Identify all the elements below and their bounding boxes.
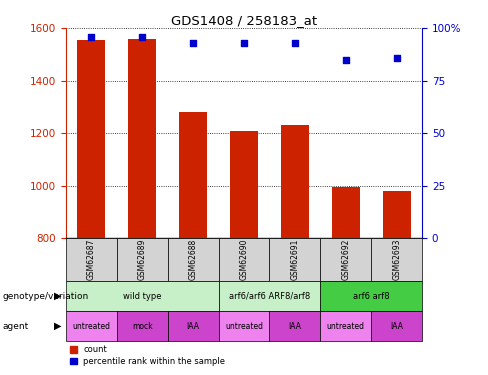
Text: GSM62688: GSM62688	[188, 239, 198, 280]
FancyBboxPatch shape	[269, 238, 320, 281]
Legend: count, percentile rank within the sample: count, percentile rank within the sample	[70, 345, 225, 366]
Text: IAA: IAA	[186, 322, 200, 331]
Text: GSM62691: GSM62691	[290, 239, 300, 280]
Text: genotype/variation: genotype/variation	[2, 292, 89, 301]
Title: GDS1408 / 258183_at: GDS1408 / 258183_at	[171, 14, 317, 27]
FancyBboxPatch shape	[219, 311, 269, 341]
Point	[240, 40, 248, 46]
FancyBboxPatch shape	[117, 311, 168, 341]
Point	[342, 57, 350, 63]
Text: arf6 arf8: arf6 arf8	[353, 292, 389, 301]
FancyBboxPatch shape	[320, 238, 371, 281]
Text: arf6/arf6 ARF8/arf8: arf6/arf6 ARF8/arf8	[229, 292, 310, 301]
FancyBboxPatch shape	[371, 238, 422, 281]
Text: GSM62693: GSM62693	[392, 239, 401, 280]
Bar	[77, 40, 105, 238]
FancyBboxPatch shape	[168, 311, 219, 341]
FancyBboxPatch shape	[371, 311, 422, 341]
Bar	[332, 187, 360, 238]
FancyBboxPatch shape	[66, 238, 117, 281]
FancyBboxPatch shape	[320, 311, 371, 341]
Text: IAA: IAA	[390, 322, 403, 331]
Point	[138, 33, 146, 39]
Point	[87, 33, 95, 39]
Point	[189, 40, 197, 46]
Text: ▶: ▶	[54, 291, 61, 301]
FancyBboxPatch shape	[117, 238, 168, 281]
Text: GSM62687: GSM62687	[87, 239, 96, 280]
FancyBboxPatch shape	[219, 281, 320, 311]
FancyBboxPatch shape	[66, 311, 117, 341]
Point	[393, 54, 401, 60]
FancyBboxPatch shape	[66, 281, 219, 311]
Text: mock: mock	[132, 322, 153, 331]
Text: GSM62692: GSM62692	[341, 239, 350, 280]
Text: ▶: ▶	[54, 321, 61, 331]
Bar	[230, 130, 258, 238]
Text: untreated: untreated	[225, 322, 263, 331]
Text: IAA: IAA	[288, 322, 302, 331]
Text: untreated: untreated	[327, 322, 365, 331]
Bar	[383, 191, 411, 238]
Point	[291, 40, 299, 46]
Text: GSM62689: GSM62689	[138, 239, 147, 280]
Bar	[179, 112, 207, 238]
Text: agent: agent	[2, 322, 29, 331]
FancyBboxPatch shape	[219, 238, 269, 281]
FancyBboxPatch shape	[269, 311, 320, 341]
FancyBboxPatch shape	[320, 281, 422, 311]
Bar	[128, 39, 156, 238]
FancyBboxPatch shape	[168, 238, 219, 281]
Bar	[281, 125, 309, 238]
Text: GSM62690: GSM62690	[240, 239, 248, 280]
Text: wild type: wild type	[123, 292, 162, 301]
Text: untreated: untreated	[72, 322, 110, 331]
